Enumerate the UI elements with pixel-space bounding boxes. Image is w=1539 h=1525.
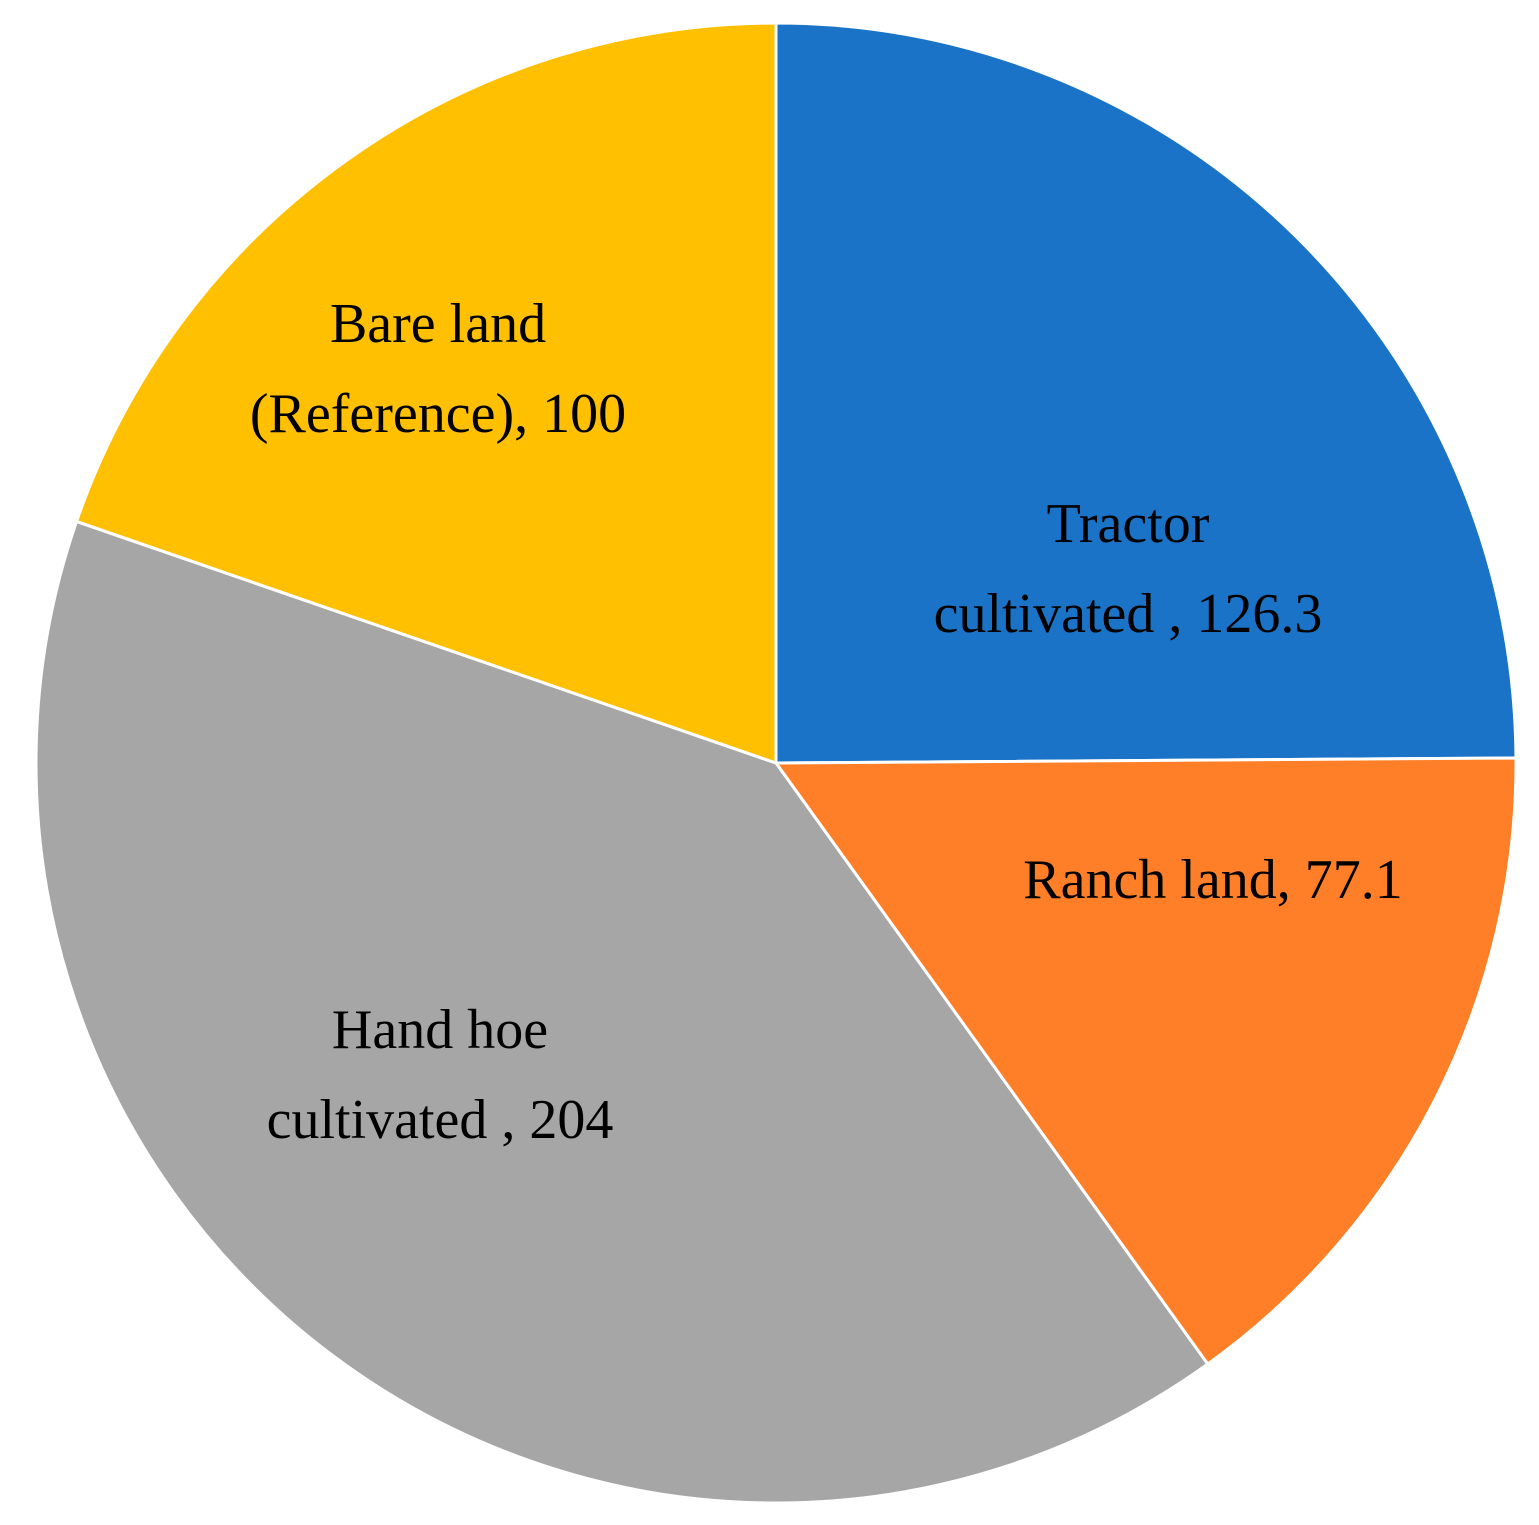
data-label: cultivated , 126.3 bbox=[934, 583, 1323, 645]
pie-slice bbox=[773, 756, 1518, 1367]
data-label: (Reference), 100 bbox=[250, 383, 626, 445]
data-label: cultivated , 204 bbox=[267, 1089, 614, 1151]
pie-slice bbox=[74, 21, 778, 766]
pie-slice bbox=[774, 21, 1518, 765]
pie-slice bbox=[34, 519, 1210, 1505]
data-label: Tractor bbox=[1047, 493, 1210, 555]
data-label: Bare land bbox=[330, 293, 546, 355]
data-label: Ranch land, 77.1 bbox=[1023, 849, 1402, 911]
data-label: Hand hoe bbox=[332, 999, 548, 1061]
